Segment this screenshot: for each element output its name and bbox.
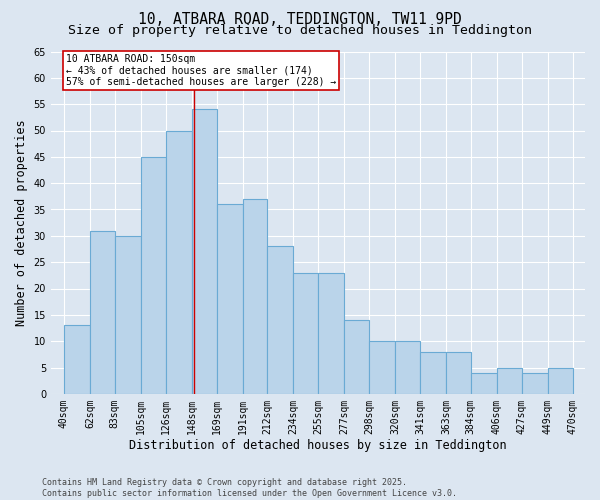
Bar <box>217 204 242 394</box>
Bar <box>369 341 395 394</box>
Bar <box>64 326 90 394</box>
Bar <box>548 368 572 394</box>
Text: Contains HM Land Registry data © Crown copyright and database right 2025.
Contai: Contains HM Land Registry data © Crown c… <box>42 478 457 498</box>
Bar <box>293 272 318 394</box>
Bar <box>268 246 293 394</box>
X-axis label: Distribution of detached houses by size in Teddington: Distribution of detached houses by size … <box>129 440 507 452</box>
Bar <box>395 341 420 394</box>
Bar <box>522 373 548 394</box>
Bar <box>191 110 217 394</box>
Bar <box>242 199 268 394</box>
Bar <box>420 352 446 394</box>
Bar <box>141 157 166 394</box>
Text: 10 ATBARA ROAD: 150sqm
← 43% of detached houses are smaller (174)
57% of semi-de: 10 ATBARA ROAD: 150sqm ← 43% of detached… <box>66 54 337 88</box>
Bar <box>115 236 141 394</box>
Text: 10, ATBARA ROAD, TEDDINGTON, TW11 9PD: 10, ATBARA ROAD, TEDDINGTON, TW11 9PD <box>138 12 462 28</box>
Bar <box>344 320 369 394</box>
Y-axis label: Number of detached properties: Number of detached properties <box>15 120 28 326</box>
Text: Size of property relative to detached houses in Teddington: Size of property relative to detached ho… <box>68 24 532 37</box>
Bar <box>497 368 522 394</box>
Bar <box>471 373 497 394</box>
Bar <box>318 272 344 394</box>
Bar <box>90 230 115 394</box>
Bar <box>446 352 471 394</box>
Bar <box>166 130 191 394</box>
